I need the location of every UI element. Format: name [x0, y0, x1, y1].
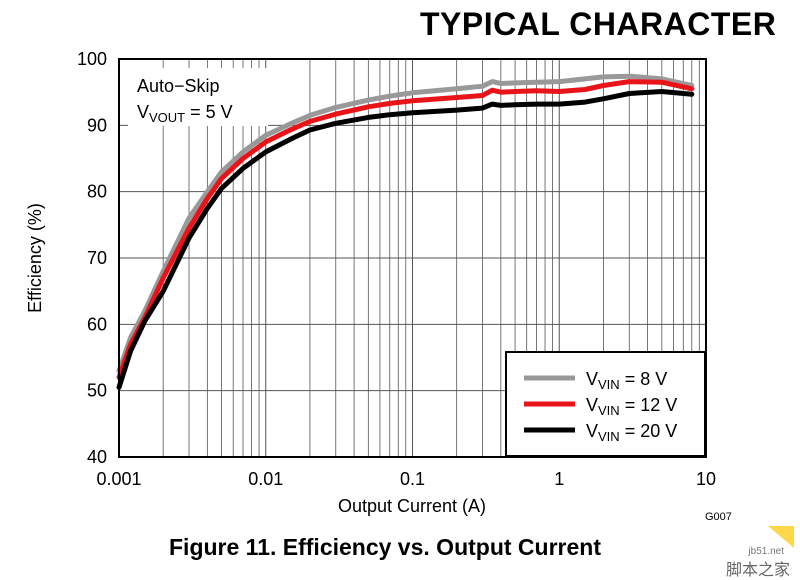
- x-tick-label: 0.01: [248, 469, 283, 489]
- y-tick-label: 40: [87, 447, 107, 467]
- x-tick-label: 1: [554, 469, 564, 489]
- x-tick-label: 0.001: [96, 469, 141, 489]
- x-tick-label: 0.1: [400, 469, 425, 489]
- annotation-mode: Auto−Skip: [137, 76, 220, 96]
- y-tick-label: 80: [87, 182, 107, 202]
- y-tick-label: 50: [87, 381, 107, 401]
- annotation-vout-sub: VOUT: [149, 110, 185, 125]
- y-tick-label: 70: [87, 248, 107, 268]
- figure-code: G007: [705, 511, 732, 523]
- watermark-site: 脚本之家: [725, 562, 790, 579]
- legend: VVIN = 8 V VVIN = 12 V VVIN = 20 V: [524, 369, 677, 444]
- legend-label-1: VVIN = 8 V: [586, 369, 667, 392]
- x-tick-label: 10: [696, 469, 716, 489]
- page-header-title: TYPICAL CHARACTER: [420, 6, 777, 42]
- x-tick-labels: 0.001 0.01 0.1 1 10: [96, 469, 716, 489]
- series-line-2: [116, 79, 695, 380]
- legend-label-2: VVIN = 12 V: [586, 395, 677, 418]
- annotation-vout: VVOUT = 5 V: [137, 102, 233, 125]
- annotation-vout-value: = 5 V: [185, 102, 233, 122]
- series-line-1: [116, 73, 695, 374]
- x-axis-title: Output Current (A): [338, 496, 486, 516]
- y-tick-label: 100: [77, 49, 107, 69]
- annotation-background: [128, 68, 268, 126]
- watermark-url: jb51.net: [748, 546, 784, 557]
- y-tick-label: 60: [87, 314, 107, 334]
- plot-frame: [118, 58, 707, 458]
- y-tick-labels: 40 50 60 70 80 90 100: [77, 49, 107, 467]
- y-tick-label: 90: [87, 115, 107, 135]
- series-lines: [116, 73, 695, 390]
- annotation-vout-prefix: V: [137, 102, 149, 122]
- watermark-corner-icon: [768, 526, 794, 548]
- watermark: jb51.net 脚本之家: [726, 526, 794, 579]
- legend-label-3: VVIN = 20 V: [586, 421, 677, 444]
- series-line-3: [116, 89, 695, 390]
- figure-caption: Figure 11. Efficiency vs. Output Current: [169, 534, 601, 560]
- y-axis-title: Efficiency (%): [25, 203, 45, 313]
